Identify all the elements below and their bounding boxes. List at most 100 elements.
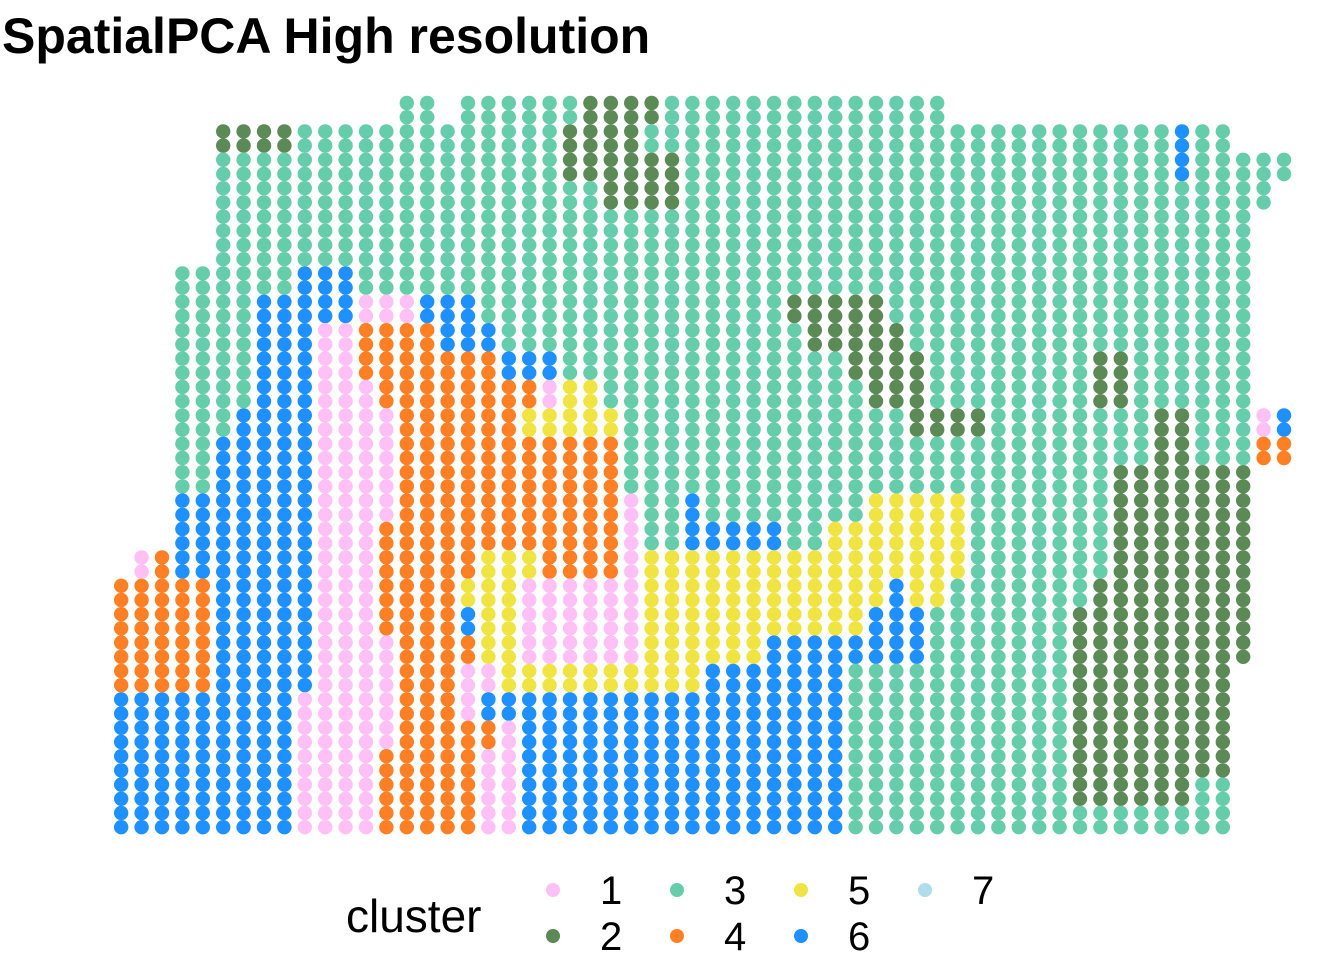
spot-cluster-4 [399, 337, 414, 352]
spot-cluster-4 [501, 521, 516, 537]
spot-cluster-4 [522, 521, 537, 537]
spot-cluster-5 [848, 607, 863, 622]
spot-cluster-2 [1113, 564, 1129, 579]
spot-cluster-1 [379, 663, 394, 679]
spot-cluster-3 [1113, 422, 1129, 437]
spot-cluster-6 [685, 536, 700, 551]
spot-cluster-5 [644, 678, 659, 693]
spot-cluster-3 [1052, 436, 1067, 451]
spot-cluster-1 [318, 592, 333, 608]
spot-cluster-2 [1093, 777, 1108, 792]
spot-cluster-1 [338, 323, 353, 338]
spot-cluster-3 [1154, 308, 1169, 324]
spot-cluster-4 [175, 607, 190, 622]
spot-cluster-3 [889, 152, 904, 167]
spot-cluster-1 [338, 337, 353, 352]
spot-cluster-3 [950, 124, 965, 139]
spot-cluster-3 [1134, 450, 1149, 466]
spot-cluster-3 [1011, 734, 1026, 750]
spot-cluster-4 [440, 820, 455, 835]
spot-cluster-3 [787, 422, 802, 437]
spot-cluster-2 [909, 422, 924, 437]
spot-cluster-3 [236, 152, 251, 167]
spot-cluster-2 [1093, 692, 1108, 707]
spot-cluster-3 [236, 237, 251, 253]
spot-cluster-2 [1134, 720, 1149, 735]
spot-cluster-6 [583, 763, 598, 778]
spot-cluster-3 [358, 252, 374, 267]
spot-cluster-6 [746, 749, 761, 764]
spot-cluster-6 [726, 805, 741, 821]
spot-cluster-5 [848, 521, 863, 537]
spot-cluster-3 [1134, 166, 1149, 182]
spot-cluster-3 [930, 465, 945, 480]
spot-cluster-6 [277, 592, 292, 608]
spot-cluster-3 [481, 195, 496, 210]
spot-cluster-2 [1154, 678, 1169, 693]
spot-cluster-3 [766, 266, 782, 281]
spot-cluster-1 [318, 678, 333, 693]
spot-cluster-2 [1134, 649, 1149, 664]
spot-cluster-2 [1072, 706, 1088, 721]
legend-item-7: 7 [918, 868, 1038, 914]
spot-cluster-2 [277, 124, 292, 139]
spot-cluster-2 [603, 166, 618, 182]
spot-cluster-6 [766, 635, 782, 650]
spot-cluster-4 [399, 493, 414, 508]
spot-cluster-1 [318, 692, 333, 707]
spot-cluster-3 [420, 110, 435, 125]
spot-cluster-6 [664, 763, 680, 778]
spot-cluster-3 [970, 720, 986, 735]
spot-cluster-4 [420, 663, 435, 679]
spot-cluster-6 [603, 720, 618, 735]
spot-cluster-6 [256, 663, 272, 679]
spot-cluster-3 [542, 152, 557, 167]
spot-cluster-3 [909, 720, 924, 735]
spot-cluster-1 [318, 422, 333, 437]
spot-cluster-3 [930, 791, 945, 806]
spot-cluster-6 [297, 607, 312, 622]
spot-cluster-5 [950, 521, 965, 537]
spot-cluster-5 [726, 607, 741, 622]
spot-cluster-5 [705, 578, 720, 593]
spot-cluster-3 [1195, 166, 1210, 182]
spot-cluster-5 [685, 649, 700, 664]
spot-cluster-6 [338, 308, 353, 324]
spot-cluster-3 [766, 507, 782, 522]
spot-cluster-3 [930, 777, 945, 792]
spot-cluster-3 [1032, 223, 1047, 238]
spot-cluster-4 [420, 621, 435, 636]
spot-cluster-2 [562, 166, 578, 182]
spot-cluster-3 [970, 138, 986, 153]
spot-cluster-3 [828, 379, 843, 395]
spot-cluster-3 [1011, 678, 1026, 693]
spot-cluster-3 [1134, 294, 1149, 309]
spot-cluster-4 [440, 408, 455, 423]
spot-cluster-3 [746, 181, 761, 196]
spot-cluster-6 [195, 507, 210, 522]
spot-cluster-4 [420, 351, 435, 366]
spot-cluster-1 [358, 649, 374, 664]
spot-cluster-3 [970, 521, 986, 537]
legend-item-1: 1 [546, 868, 666, 914]
spot-cluster-3 [766, 450, 782, 466]
spot-cluster-3 [970, 692, 986, 707]
spot-cluster-1 [1256, 408, 1271, 423]
spot-cluster-2 [1195, 564, 1210, 579]
spot-cluster-6 [195, 749, 210, 764]
spot-cluster-6 [644, 692, 659, 707]
spot-cluster-3 [195, 308, 210, 324]
spot-cluster-1 [358, 493, 374, 508]
spot-cluster-6 [277, 763, 292, 778]
spot-cluster-3 [685, 465, 700, 480]
spot-cluster-4 [399, 578, 414, 593]
spot-cluster-2 [1113, 649, 1129, 664]
spot-cluster-3 [338, 209, 353, 224]
spot-cluster-3 [1154, 351, 1169, 366]
spot-cluster-3 [705, 394, 720, 409]
spot-cluster-5 [930, 507, 945, 522]
spot-cluster-4 [195, 663, 210, 679]
spot-cluster-3 [481, 294, 496, 309]
spot-cluster-1 [603, 592, 618, 608]
spot-cluster-6 [236, 820, 251, 835]
